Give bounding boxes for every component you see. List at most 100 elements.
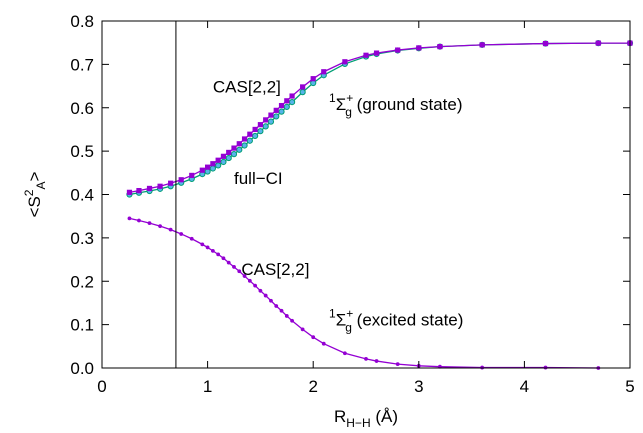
data-point-cas-ground xyxy=(373,50,380,56)
data-point-cas-excited xyxy=(274,304,279,308)
data-point-cas-excited xyxy=(284,314,289,318)
data-point-cas-excited xyxy=(269,298,273,303)
data-point-cas-excited xyxy=(300,327,305,332)
data-point-cas-ground xyxy=(542,40,549,47)
data-point-fullci-ground xyxy=(288,99,296,106)
y-tick-label: 0.8 xyxy=(70,12,94,31)
x-tick-label: 1 xyxy=(203,377,212,396)
data-point-cas-ground xyxy=(300,84,306,90)
data-point-fullci-ground xyxy=(215,162,222,169)
data-point-cas-excited xyxy=(179,232,184,236)
data-point-cas-excited xyxy=(311,335,316,340)
data-point-fullci-ground xyxy=(299,89,306,96)
data-point-fullci-ground xyxy=(283,103,290,110)
x-tick-label: 0 xyxy=(97,377,106,396)
data-point-fullci-ground xyxy=(273,113,280,120)
data-point-cas-excited xyxy=(158,224,162,229)
data-point-cas-ground xyxy=(284,98,290,104)
data-point-cas-excited xyxy=(205,245,210,250)
data-point-cas-excited xyxy=(226,260,231,265)
data-point-fullci-ground xyxy=(230,151,238,158)
data-point-cas-ground xyxy=(268,112,274,118)
data-point-cas-excited xyxy=(258,288,263,293)
data-point-cas-excited xyxy=(210,248,215,253)
data-point-cas-ground xyxy=(310,76,316,82)
data-point-cas-ground xyxy=(395,47,401,53)
annotation-ground-state: 1Σ+ g (ground state) xyxy=(329,91,462,119)
y-tick-label: 0.2 xyxy=(70,272,94,291)
data-point-cas-excited xyxy=(290,318,294,323)
data-point-cas-excited xyxy=(253,283,258,288)
data-point-cas-ground xyxy=(263,117,269,123)
annotation-excited-state: 1Σ+ g (excited state) xyxy=(329,306,463,334)
data-point-cas-ground xyxy=(210,161,216,167)
data-point-fullci-ground xyxy=(236,146,243,153)
data-point-cas-ground xyxy=(157,183,163,189)
data-point-fullci-ground xyxy=(262,123,269,130)
data-point-cas-ground xyxy=(342,59,348,65)
data-point-cas-ground xyxy=(205,164,211,170)
y-tick-label: 0.7 xyxy=(70,55,94,74)
x-tick-label: 2 xyxy=(308,377,317,396)
data-point-cas-ground xyxy=(126,189,133,195)
data-point-cas-ground xyxy=(199,167,205,173)
data-point-cas-excited xyxy=(263,293,268,298)
data-point-fullci-ground xyxy=(267,118,275,125)
ticks-layer: 0 1 2 3 4 5 0.0 0.1 0.2 0.3 0.4 0.5 0.6 0.7 0.8 xyxy=(70,12,634,396)
data-point-cas-excited xyxy=(374,359,379,363)
y-axis-title: <S2A> xyxy=(22,171,48,217)
annotation-cas-ground: CAS[2,2] xyxy=(213,78,281,97)
data-point-cas-ground xyxy=(252,126,258,133)
data-point-fullci-ground xyxy=(241,142,248,149)
y-tick-label: 0.6 xyxy=(70,99,94,118)
data-point-cas-ground xyxy=(136,187,142,194)
data-point-cas-ground xyxy=(236,141,242,147)
annotation-cas-excited: CAS[2,2] xyxy=(241,260,309,279)
data-point-fullci-ground xyxy=(257,128,264,135)
data-point-cas-ground xyxy=(220,153,227,159)
data-point-cas-excited xyxy=(189,236,194,241)
data-point-cas-excited xyxy=(221,256,226,261)
data-point-cas-ground xyxy=(241,136,248,142)
data-point-cas-ground xyxy=(247,131,253,137)
data-point-cas-excited xyxy=(242,274,247,278)
data-point-cas-ground xyxy=(363,52,369,58)
data-point-cas-ground xyxy=(257,122,263,128)
data-point-cas-ground xyxy=(146,185,153,192)
data-point-cas-excited xyxy=(137,218,141,223)
data-point-cas-excited xyxy=(279,308,284,313)
data-point-cas-ground xyxy=(231,145,237,151)
data-point-cas-excited xyxy=(321,341,326,346)
data-point-cas-excited xyxy=(395,362,400,366)
x-axis-title: RH−H (Å) xyxy=(334,407,398,430)
data-point-cas-ground xyxy=(273,107,279,113)
data-point-cas-ground xyxy=(416,45,422,51)
data-point-fullci-ground xyxy=(278,108,285,115)
data-point-cas-excited xyxy=(247,278,252,283)
y-tick-label: 0.3 xyxy=(70,229,94,248)
y-tick-label: 0.4 xyxy=(70,186,94,205)
data-point-cas-excited xyxy=(237,269,242,274)
data-point-cas-excited xyxy=(342,351,347,356)
annotations-layer: CAS[2,2] full−CI CAS[2,2] 1Σ+ g (ground stat… xyxy=(213,78,464,335)
data-point-fullci-ground xyxy=(252,132,259,140)
x-tick-label: 5 xyxy=(625,377,634,396)
data-point-cas-ground xyxy=(278,102,285,109)
data-point-cas-excited xyxy=(168,227,173,232)
data-point-cas-ground xyxy=(289,93,295,99)
y-tick-label: 0.0 xyxy=(70,359,94,378)
y-tick-label: 0.1 xyxy=(70,316,94,335)
data-point-cas-ground xyxy=(595,40,601,46)
x-tick-label: 4 xyxy=(520,377,529,396)
y-tick-label: 0.5 xyxy=(70,142,94,161)
data-point-fullci-ground xyxy=(209,165,216,172)
annotation-fullci-ground: full−CI xyxy=(234,169,283,188)
data-point-fullci-ground xyxy=(225,154,232,162)
data-point-cas-ground xyxy=(215,157,221,163)
data-point-cas-excited xyxy=(232,265,236,269)
data-point-cas-ground xyxy=(479,42,485,48)
data-point-cas-excited xyxy=(200,242,205,247)
data-point-cas-ground xyxy=(437,43,443,50)
x-tick-label: 3 xyxy=(414,377,423,396)
data-point-cas-ground xyxy=(178,177,184,183)
